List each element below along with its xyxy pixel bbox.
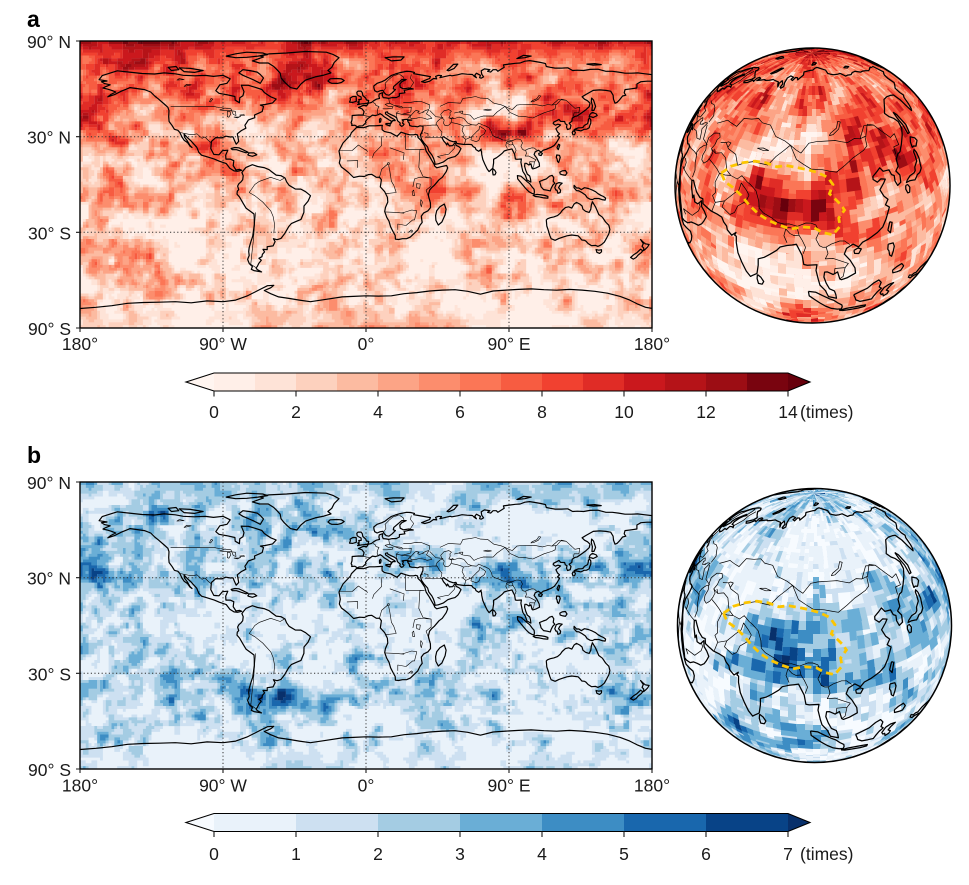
svg-text:90° W: 90° W (199, 334, 247, 354)
svg-text:30° N: 30° N (27, 128, 71, 148)
svg-text:90° W: 90° W (199, 776, 247, 796)
svg-text:8: 8 (537, 402, 547, 422)
svg-text:180°: 180° (634, 334, 670, 354)
svg-text:0°: 0° (358, 334, 375, 354)
svg-text:12: 12 (696, 402, 715, 422)
svg-text:90° N: 90° N (27, 473, 71, 493)
svg-text:3: 3 (455, 844, 465, 864)
svg-text:180°: 180° (62, 776, 98, 796)
svg-text:1: 1 (291, 844, 301, 864)
svg-text:90° N: 90° N (27, 32, 71, 52)
svg-text:0: 0 (209, 402, 219, 422)
svg-text:2: 2 (373, 844, 383, 864)
svg-text:2: 2 (291, 402, 301, 422)
svg-text:14: 14 (778, 402, 798, 422)
svg-text:30° N: 30° N (27, 569, 71, 589)
svg-text:6: 6 (701, 844, 711, 864)
svg-text:6: 6 (455, 402, 465, 422)
svg-text:180°: 180° (634, 776, 670, 796)
svg-text:10: 10 (614, 402, 634, 422)
svg-text:90° S: 90° S (28, 319, 71, 339)
svg-text:(times): (times) (800, 402, 853, 422)
svg-text:90° E: 90° E (488, 334, 531, 354)
svg-text:90° S: 90° S (28, 760, 71, 780)
svg-text:0: 0 (209, 844, 219, 864)
svg-text:90° E: 90° E (488, 776, 531, 796)
svg-text:0°: 0° (358, 776, 375, 796)
svg-text:a: a (27, 6, 40, 32)
svg-text:180°: 180° (62, 334, 98, 354)
svg-text:30° S: 30° S (28, 223, 71, 243)
svg-text:4: 4 (373, 402, 383, 422)
svg-text:(times): (times) (800, 844, 853, 864)
svg-text:5: 5 (619, 844, 629, 864)
svg-text:7: 7 (783, 844, 793, 864)
svg-text:4: 4 (537, 844, 547, 864)
svg-text:30° S: 30° S (28, 664, 71, 684)
svg-text:b: b (27, 442, 41, 468)
